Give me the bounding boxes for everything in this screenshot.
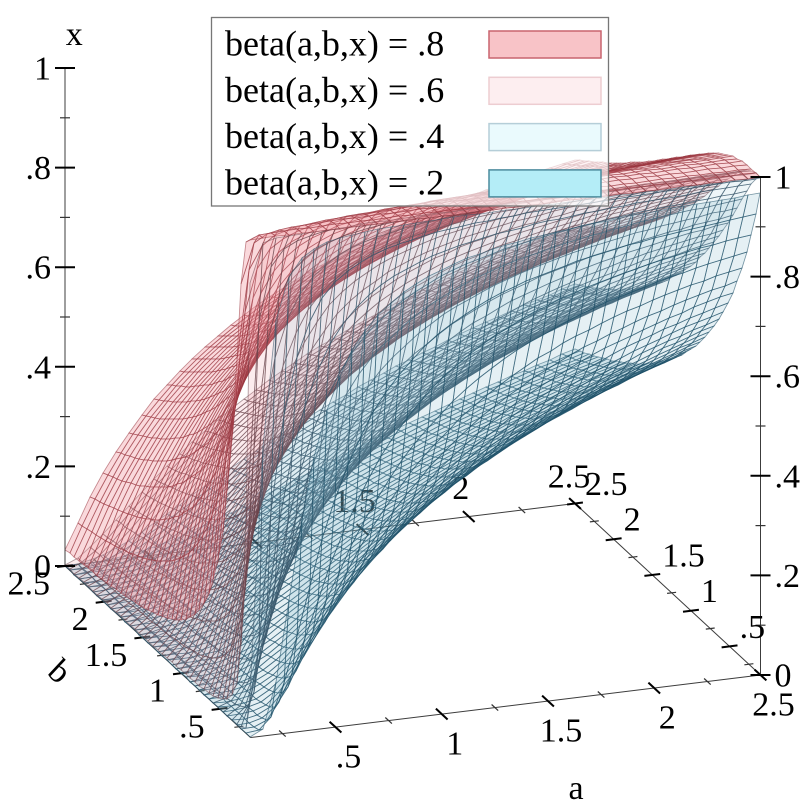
svg-text:2: 2 [659,700,676,737]
svg-text:beta(a,b,x) = .4: beta(a,b,x) = .4 [225,116,444,156]
svg-text:beta(a,b,x) = .2: beta(a,b,x) = .2 [225,162,444,202]
svg-text:1: 1 [446,726,463,763]
svg-text:b: b [40,652,78,691]
svg-text:.6: .6 [26,250,52,287]
svg-text:1: 1 [34,51,51,88]
svg-text:2: 2 [624,502,641,539]
svg-text:.6: .6 [775,359,801,396]
svg-text:2.5: 2.5 [585,466,628,503]
svg-text:x: x [66,16,83,53]
svg-text:1: 1 [701,573,718,610]
svg-text:a: a [568,770,583,807]
svg-text:beta(a,b,x) = .8: beta(a,b,x) = .8 [225,24,444,64]
svg-text:.2: .2 [26,449,52,486]
svg-text:.8: .8 [775,259,801,296]
svg-text:.2: .2 [775,558,801,595]
svg-text:.4: .4 [26,349,52,386]
svg-text:.5: .5 [179,708,205,745]
svg-text:.5: .5 [336,739,362,776]
svg-text:1: 1 [149,673,166,710]
svg-text:1: 1 [775,160,792,197]
svg-text:0: 0 [775,658,792,695]
svg-text:beta(a,b,x) = .6: beta(a,b,x) = .6 [225,70,444,110]
svg-text:2: 2 [72,601,89,638]
svg-text:2.5: 2.5 [8,566,51,603]
svg-text:1.5: 1.5 [85,637,128,674]
svg-text:1.5: 1.5 [540,713,583,750]
svg-text:0: 0 [34,549,51,586]
svg-text:.8: .8 [26,150,52,187]
svg-text:.5: .5 [740,609,766,646]
svg-text:2.5: 2.5 [548,459,591,496]
svg-text:2.5: 2.5 [752,687,795,724]
svg-text:1.5: 1.5 [662,538,705,575]
svg-text:.4: .4 [775,458,801,495]
